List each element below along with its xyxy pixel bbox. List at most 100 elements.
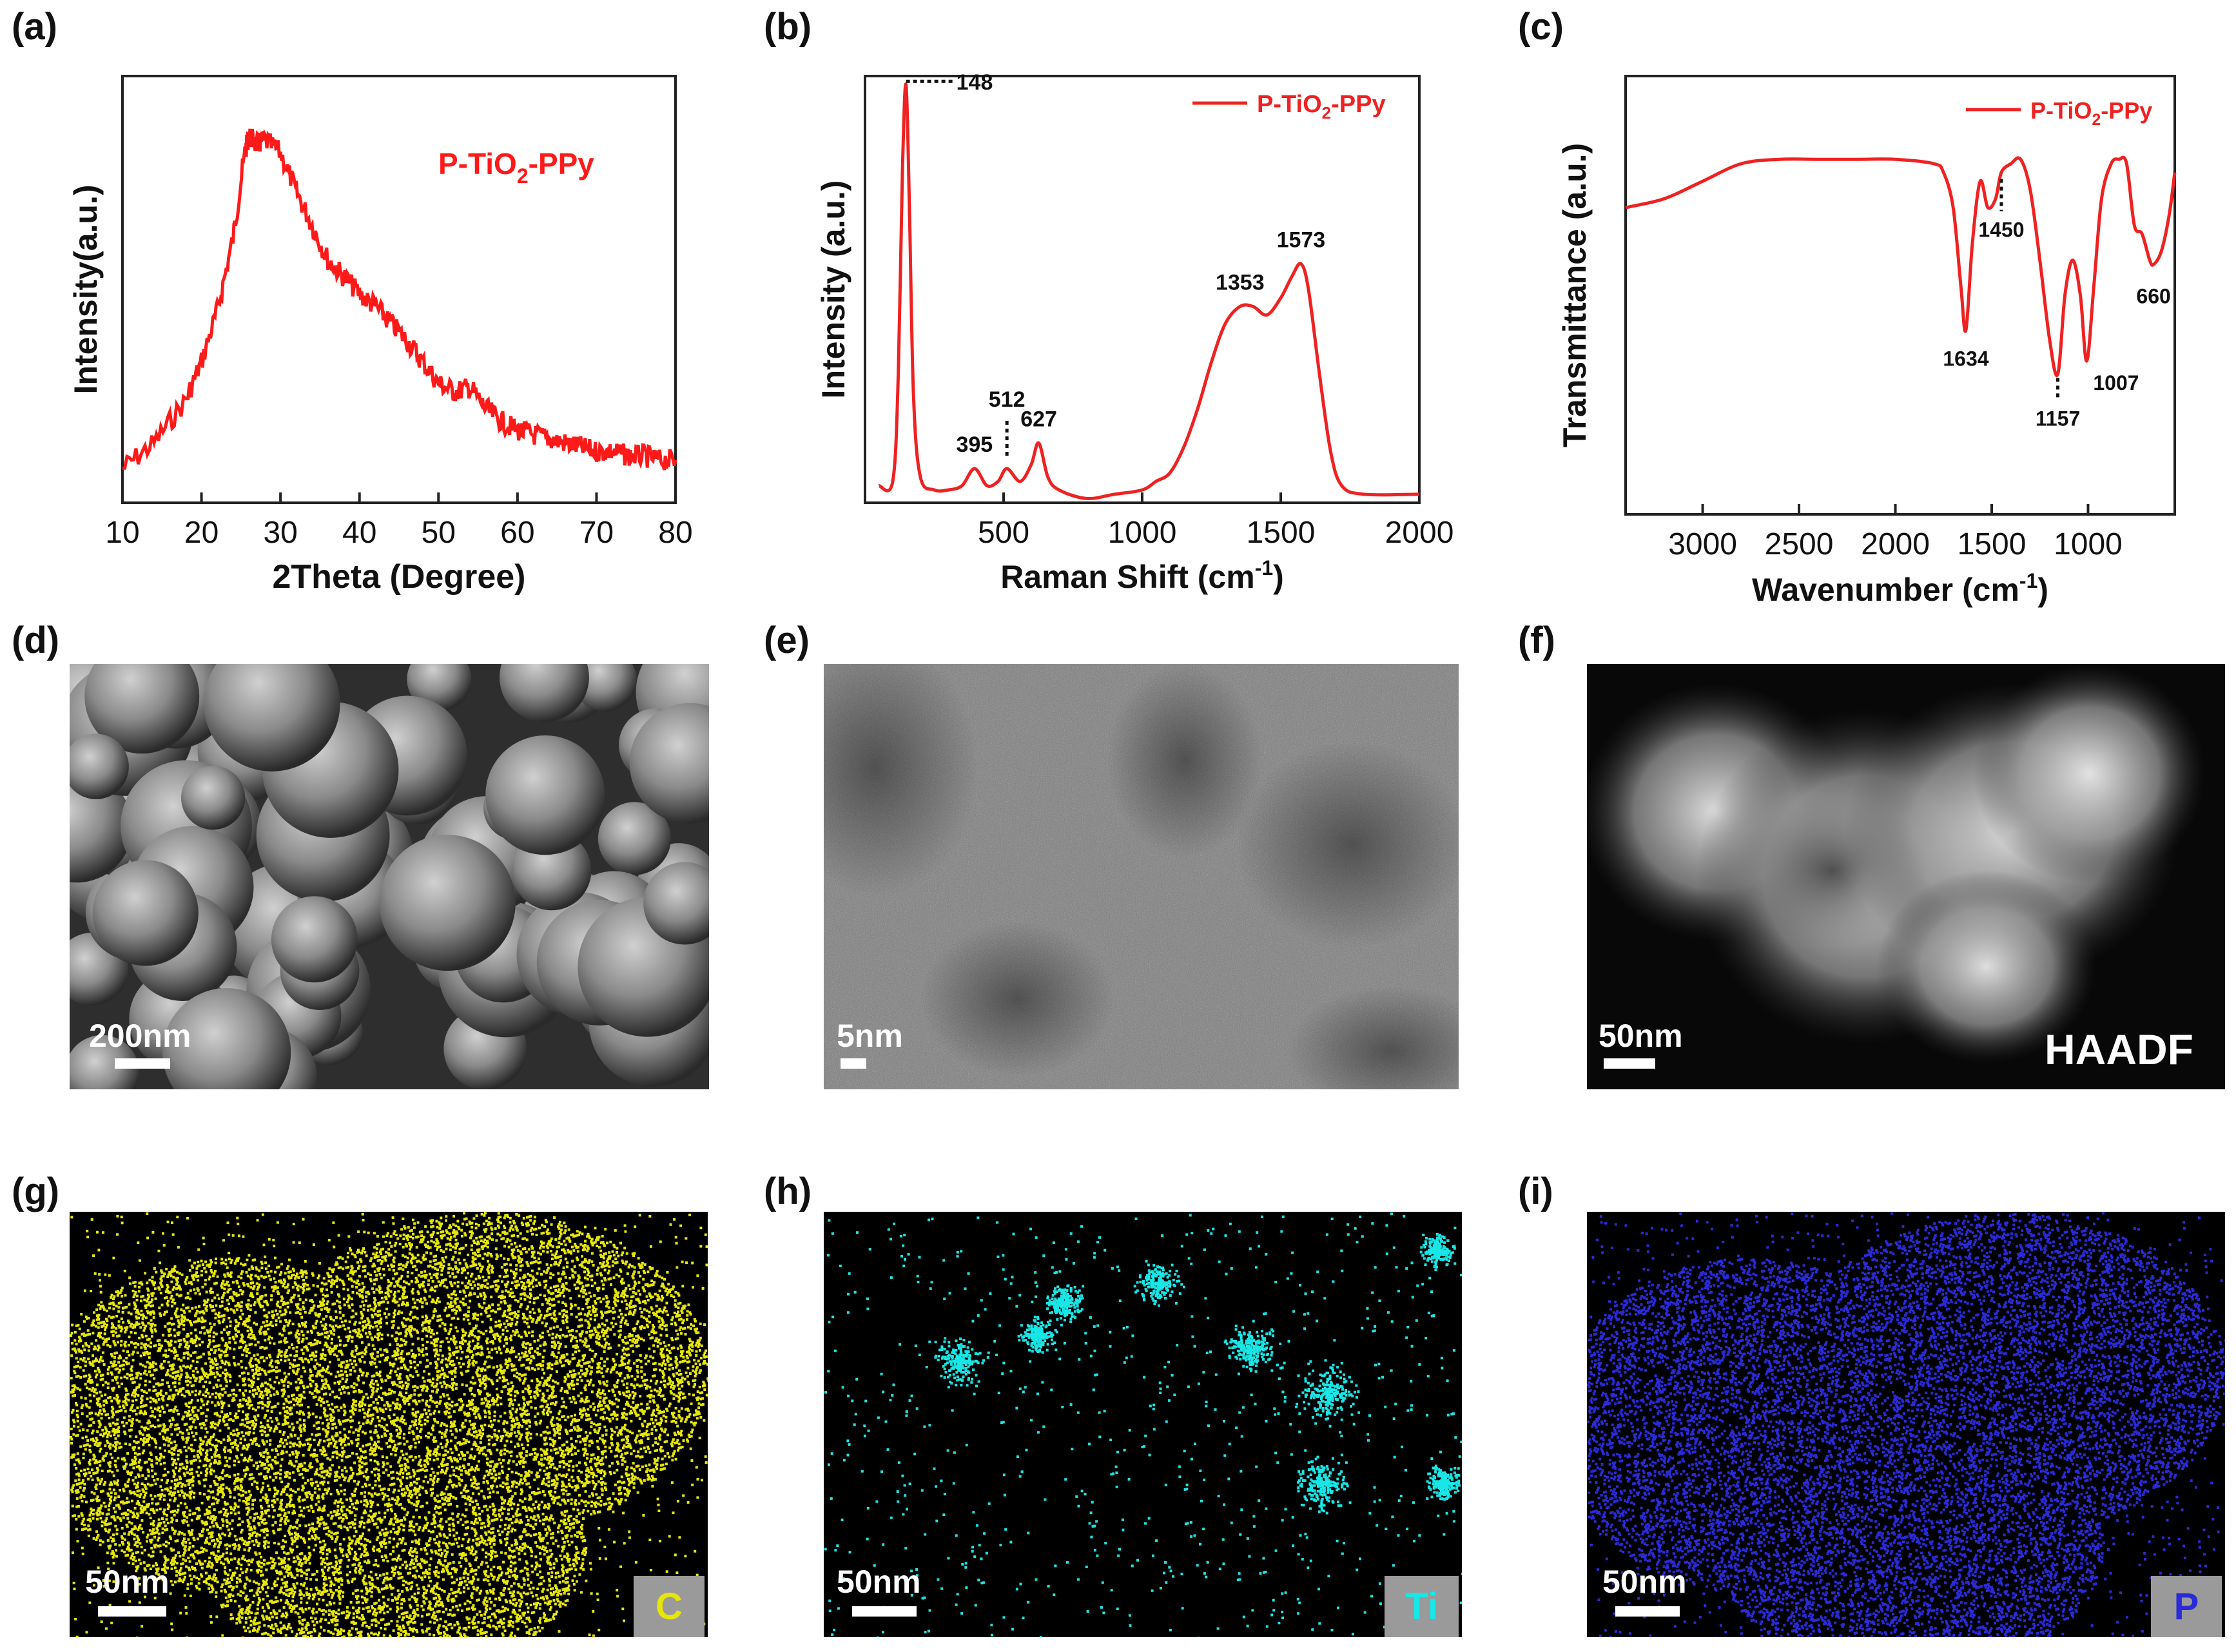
- x-tick-label: 10: [105, 516, 139, 550]
- eds-dot: [303, 1461, 306, 1464]
- eds-dot: [389, 1363, 393, 1366]
- eds-dot: [485, 1242, 488, 1245]
- eds-dot: [257, 1298, 259, 1301]
- eds-dot: [549, 1459, 552, 1463]
- eds-dot: [592, 1634, 595, 1637]
- eds-dot: [538, 1267, 541, 1270]
- eds-dot: [567, 1375, 570, 1378]
- eds-dot: [559, 1230, 562, 1234]
- eds-dot: [504, 1482, 507, 1486]
- eds-dot: [426, 1387, 429, 1390]
- eds-dot: [221, 1314, 224, 1317]
- eds-dot: [396, 1432, 400, 1435]
- eds-dot: [480, 1628, 483, 1631]
- eds-dot: [471, 1448, 474, 1451]
- eds-dot: [588, 1481, 591, 1484]
- eds-dot: [288, 1258, 291, 1261]
- eds-dot: [611, 1366, 614, 1369]
- eds-dot: [529, 1288, 532, 1291]
- eds-dot: [157, 1532, 160, 1535]
- eds-dot: [306, 1479, 309, 1482]
- eds-dot: [237, 1461, 240, 1463]
- eds-dot: [464, 1521, 467, 1524]
- eds-dot: [409, 1588, 413, 1591]
- eds-dot: [545, 1279, 548, 1283]
- panel-label-c: (c): [1518, 5, 1564, 48]
- eds-dot: [229, 1379, 232, 1383]
- eds-dot: [501, 1634, 505, 1637]
- eds-dot: [437, 1553, 440, 1556]
- eds-dot: [294, 1611, 297, 1614]
- eds-dot: [413, 1316, 416, 1319]
- eds-dot: [404, 1399, 407, 1403]
- eds-dot: [280, 1572, 283, 1575]
- eds-dot: [105, 1517, 108, 1520]
- eds-dot: [229, 1552, 233, 1555]
- eds-dot: [131, 1410, 135, 1413]
- eds-dot: [365, 1468, 369, 1471]
- eds-dot: [605, 1488, 608, 1492]
- eds-dot: [663, 1325, 666, 1328]
- eds-dot: [159, 1446, 162, 1450]
- eds-dot: [168, 1385, 171, 1388]
- eds-dot: [558, 1359, 561, 1362]
- eds-dot: [129, 1282, 131, 1285]
- eds-dot: [364, 1332, 367, 1335]
- eds-dot: [264, 1591, 267, 1594]
- eds-dot: [663, 1341, 666, 1344]
- eds-dot: [304, 1626, 307, 1629]
- eds-dot: [218, 1311, 220, 1314]
- eds-dot: [190, 1472, 193, 1475]
- eds-dot: [175, 1519, 179, 1522]
- eds-dot: [371, 1389, 374, 1392]
- eds-dot: [100, 1504, 103, 1508]
- eds-dot: [174, 1540, 177, 1543]
- eds-dot: [452, 1214, 456, 1218]
- eds-dot: [256, 1488, 259, 1490]
- eds-dot: [112, 1363, 115, 1365]
- eds-dot: [445, 1520, 448, 1523]
- eds-dot: [202, 1422, 205, 1425]
- eds-dot: [215, 1304, 218, 1307]
- eds-dot: [284, 1439, 287, 1442]
- eds-dot: [307, 1556, 311, 1559]
- eds-dot: [355, 1601, 358, 1604]
- eds-dot: [616, 1417, 619, 1421]
- eds-dot: [514, 1368, 517, 1371]
- eds-dot: [549, 1287, 552, 1289]
- eds-dot: [626, 1401, 628, 1404]
- eds-dot: [530, 1581, 533, 1584]
- eds-dot: [188, 1568, 191, 1571]
- eds-dot: [255, 1368, 258, 1371]
- eds-dot: [583, 1549, 587, 1552]
- eds-dot: [554, 1590, 558, 1593]
- eds-dot: [358, 1403, 361, 1406]
- eds-dot: [413, 1611, 416, 1614]
- eds-dot: [558, 1446, 561, 1450]
- eds-dot: [401, 1590, 404, 1593]
- eds-dot: [199, 1447, 202, 1450]
- eds-dot: [382, 1573, 385, 1576]
- eds-dot: [391, 1363, 394, 1366]
- eds-dot: [112, 1326, 115, 1329]
- eds-dot: [378, 1574, 382, 1577]
- eds-dot: [151, 1298, 154, 1301]
- eds-dot: [438, 1624, 441, 1627]
- eds-dot: [514, 1635, 516, 1637]
- eds-dot: [206, 1388, 208, 1391]
- eds-dot: [543, 1457, 547, 1460]
- eds-dot: [529, 1421, 531, 1424]
- eds-dot: [326, 1548, 329, 1551]
- eds-dot: [459, 1591, 462, 1595]
- eds-dot: [630, 1472, 634, 1475]
- eds-dot: [621, 1282, 624, 1285]
- eds-dot: [253, 1354, 256, 1357]
- eds-dot: [97, 1442, 100, 1445]
- eds-dot: [209, 1535, 212, 1539]
- eds-dot: [261, 1384, 264, 1387]
- eds-dot: [141, 1433, 144, 1436]
- eds-dot: [454, 1595, 458, 1598]
- eds-dot: [204, 1362, 208, 1365]
- eds-dot: [565, 1557, 569, 1559]
- eds-dot: [252, 1334, 255, 1337]
